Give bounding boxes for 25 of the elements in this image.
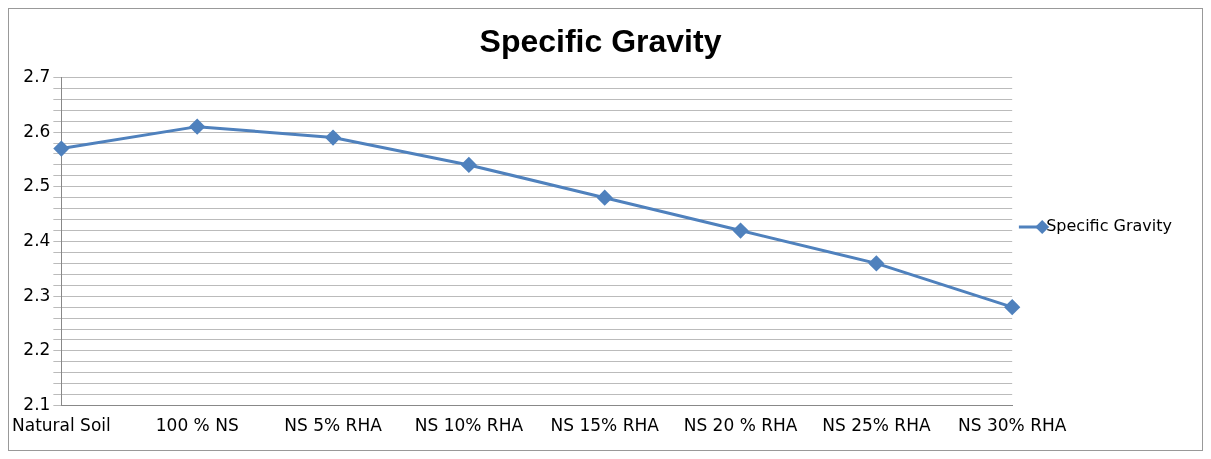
x-tick-label: NS 25% RHA xyxy=(822,415,931,436)
legend-label: Specific Gravity xyxy=(1046,216,1172,236)
point xyxy=(325,130,341,146)
x-tick-label: NS 15% RHA xyxy=(550,415,660,436)
point xyxy=(1004,299,1020,315)
point xyxy=(461,157,477,173)
x-tick-label: 100 % NS xyxy=(155,415,239,436)
point xyxy=(189,119,205,135)
x-tick-label: NS 30% RHA xyxy=(958,415,1067,436)
y-tick-label: 2.3 xyxy=(23,284,51,305)
y-tick-label: 2.4 xyxy=(23,229,51,250)
y-tick-label: 2.1 xyxy=(23,394,51,415)
point xyxy=(868,255,884,271)
x-tick-label: Natural Soil xyxy=(12,415,111,436)
point xyxy=(53,141,69,157)
chart-title: Specific Gravity xyxy=(479,23,722,60)
y-tick-label: 2.2 xyxy=(23,339,51,360)
point xyxy=(733,223,749,239)
x-tick-label: NS 5% RHA xyxy=(284,415,383,436)
x-tick-label: NS 20 % RHA xyxy=(683,415,798,436)
y-tick-label: 2.6 xyxy=(23,120,51,141)
point xyxy=(597,190,613,206)
y-tick-label: 2.5 xyxy=(23,175,51,196)
x-tick-label: NS 10% RHA xyxy=(414,415,524,436)
y-tick-label: 2.7 xyxy=(23,65,51,86)
